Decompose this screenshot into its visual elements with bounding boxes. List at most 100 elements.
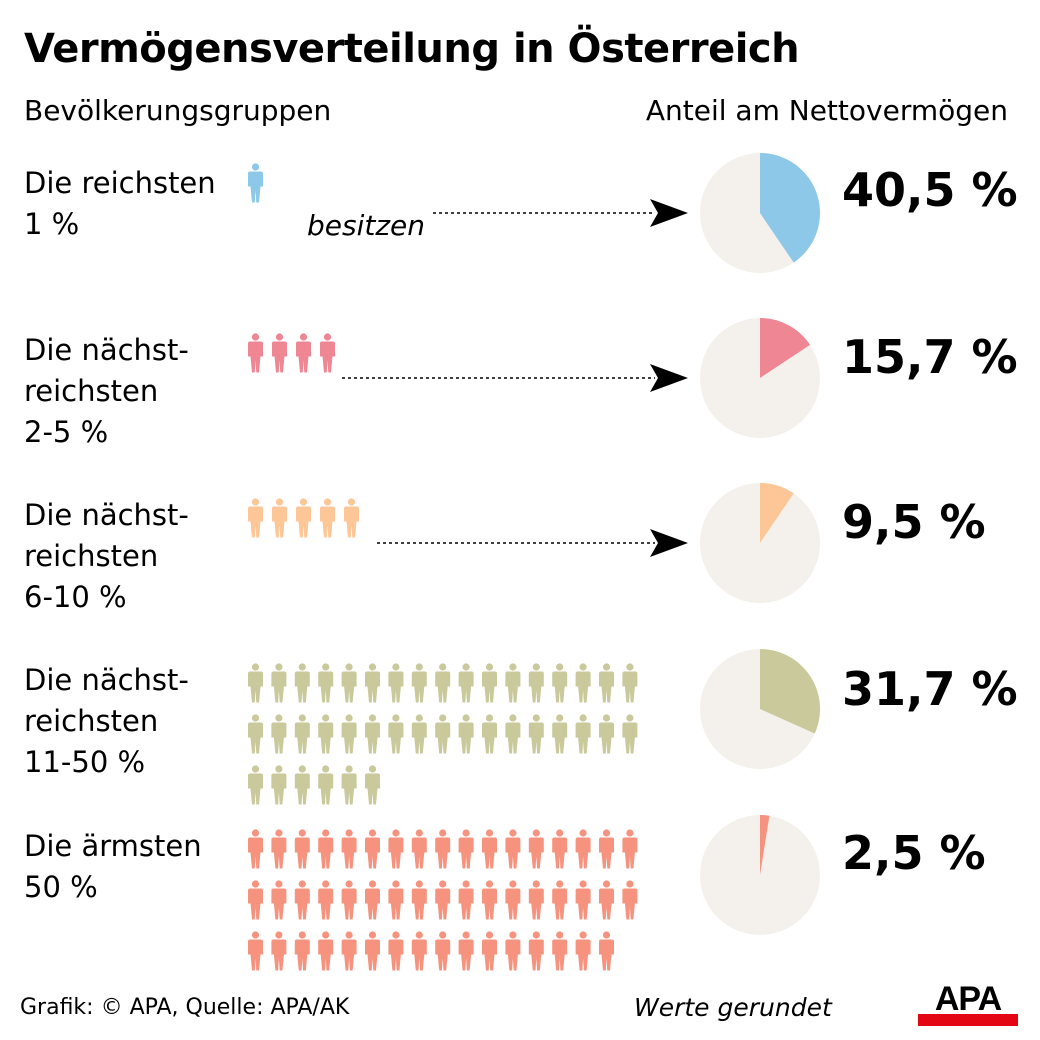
annotation-besitzen: besitzen xyxy=(307,209,426,242)
person-icon xyxy=(318,765,334,805)
person-icon xyxy=(622,880,638,920)
pie-chart xyxy=(700,483,820,603)
person-icon xyxy=(458,829,474,869)
pie-chart xyxy=(700,649,820,769)
person-icon xyxy=(318,880,334,920)
person-icon xyxy=(575,880,591,920)
person-icon xyxy=(271,765,287,805)
person-icon xyxy=(575,931,591,971)
person-icon xyxy=(411,714,427,754)
person-icon xyxy=(599,880,614,920)
header-net-wealth-share: Anteil am Nettovermögen xyxy=(645,94,1008,127)
share-value-label: 40,5 % xyxy=(842,163,1018,217)
person-icon xyxy=(344,498,359,538)
person-icon xyxy=(296,333,311,373)
pie-slice xyxy=(760,815,770,875)
header-population-groups: Bevölkerungsgruppen xyxy=(24,94,332,127)
person-icon xyxy=(599,829,614,869)
person-icon xyxy=(296,498,311,538)
person-icon xyxy=(435,931,451,971)
person-icon xyxy=(248,880,263,920)
person-icon xyxy=(365,765,380,805)
person-icon xyxy=(505,829,521,869)
person-icon xyxy=(528,663,544,703)
person-icon xyxy=(458,931,474,971)
chart-title: Vermögensverteilung in Österreich xyxy=(24,26,800,72)
person-icon xyxy=(505,663,521,703)
person-icon xyxy=(505,931,521,971)
people-pictogram-group xyxy=(248,663,638,805)
person-icon xyxy=(294,663,310,703)
person-icon xyxy=(528,829,544,869)
share-value-label: 31,7 % xyxy=(842,662,1018,716)
person-icon xyxy=(320,498,335,538)
person-icon xyxy=(341,663,357,703)
people-pictogram-group xyxy=(248,829,638,971)
person-icon xyxy=(318,829,334,869)
person-icon xyxy=(271,714,287,754)
person-icon xyxy=(388,714,404,754)
group-label: Die nächst-reichsten 11-50 % xyxy=(24,660,189,783)
person-icon xyxy=(482,829,497,869)
pie-chart xyxy=(700,153,820,273)
person-icon xyxy=(318,931,334,971)
group-label-line: Die nächst- xyxy=(24,333,189,367)
group-label-line: 6-10 % xyxy=(24,580,127,614)
person-icon xyxy=(318,714,334,754)
person-icon xyxy=(552,880,568,920)
person-icon xyxy=(271,663,287,703)
person-icon xyxy=(272,333,287,373)
person-icon xyxy=(552,931,568,971)
group-label: Die ärmsten 50 % xyxy=(24,826,202,908)
person-icon xyxy=(248,498,263,538)
person-icon xyxy=(528,931,544,971)
person-icon xyxy=(365,714,380,754)
person-icon xyxy=(248,333,263,373)
person-icon xyxy=(294,765,310,805)
person-icon xyxy=(575,714,591,754)
person-icon xyxy=(271,829,287,869)
group-label-line: 50 % xyxy=(24,870,98,904)
person-icon xyxy=(505,714,521,754)
person-icon xyxy=(622,663,638,703)
person-icon xyxy=(575,663,591,703)
person-icon xyxy=(248,931,263,971)
person-icon xyxy=(435,663,451,703)
group-label-line: 1 % xyxy=(24,207,80,241)
person-icon xyxy=(341,765,357,805)
footer-source: Grafik: © APA, Quelle: APA/AK xyxy=(20,995,350,1020)
person-icon xyxy=(575,829,591,869)
person-icon xyxy=(341,931,357,971)
group-label-line: reichsten xyxy=(24,704,159,738)
pie-chart xyxy=(700,815,820,935)
people-pictogram-group xyxy=(248,163,263,203)
person-icon xyxy=(622,829,638,869)
person-icon xyxy=(435,880,451,920)
apa-logo-text: APA xyxy=(934,980,1002,1018)
person-icon xyxy=(482,880,497,920)
person-icon xyxy=(528,714,544,754)
pie-slice xyxy=(760,318,811,378)
person-icon xyxy=(388,829,404,869)
person-icon xyxy=(388,931,404,971)
person-icon xyxy=(599,931,614,971)
person-icon xyxy=(248,663,263,703)
person-icon xyxy=(365,829,380,869)
person-icon xyxy=(458,880,474,920)
person-icon xyxy=(411,880,427,920)
apa-logo-bar xyxy=(918,1014,1018,1026)
person-icon xyxy=(435,829,451,869)
person-icon xyxy=(599,663,614,703)
person-icon xyxy=(458,663,474,703)
person-icon xyxy=(458,714,474,754)
person-icon xyxy=(294,714,310,754)
pie-slice xyxy=(760,153,820,263)
group-label-line: reichsten xyxy=(24,374,159,408)
person-icon xyxy=(294,880,310,920)
person-icon xyxy=(248,765,263,805)
person-icon xyxy=(482,663,497,703)
person-icon xyxy=(482,714,497,754)
person-icon xyxy=(365,663,380,703)
